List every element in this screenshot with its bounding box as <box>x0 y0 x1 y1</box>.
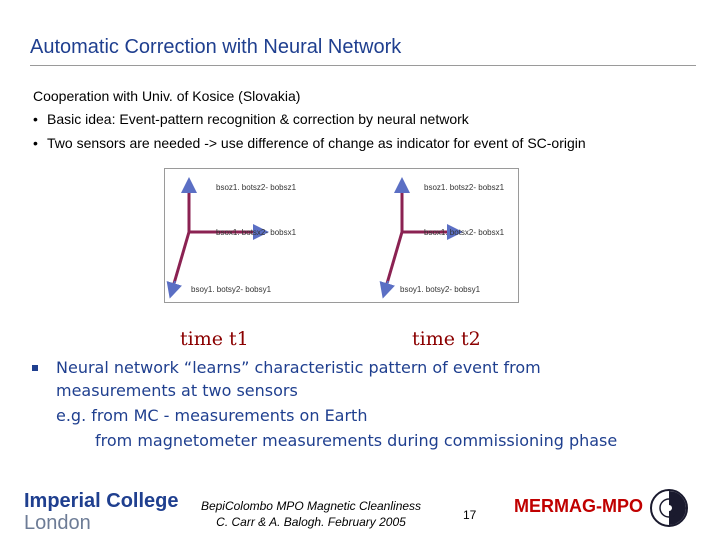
time-label-t1: time t1 <box>180 328 249 350</box>
right-z-label: bsoz1. botsz2- bobsz1 <box>424 183 505 192</box>
left-y-axis <box>171 231 191 288</box>
left-y-label: bsoy1. botsy2- bobsy1 <box>191 285 272 294</box>
nn-line-1: Neural network “learns” characteristic p… <box>56 358 541 377</box>
sensor-axes-figure: bsoz1. botsz2- bobsz1 bsox1. botsx2- bob… <box>164 168 519 303</box>
square-bullet-icon <box>32 365 38 371</box>
mermag-brand: MERMAG-MPO <box>514 496 643 516</box>
logo-line-2: London <box>24 512 91 534</box>
left-z-label: bsoz1. botsz2- bobsz1 <box>216 183 297 192</box>
bullet-glyph: • <box>33 111 38 127</box>
nn-line-3: e.g. from MC - measurements on Earth <box>56 406 368 425</box>
footer-credit: BepiColombo MPO Magnetic Cleanliness C. … <box>195 498 427 530</box>
slide-title: Automatic Correction with Neural Network <box>30 36 402 58</box>
bullet-item-two-sensors: • Two sensors are needed -> use differenc… <box>33 135 586 151</box>
footer-line-2: C. Carr & A. Balogh. February 2005 <box>216 515 406 529</box>
right-y-arrow <box>379 280 395 299</box>
right-axes <box>379 177 463 299</box>
left-axes <box>166 177 269 299</box>
title-divider <box>30 65 696 66</box>
left-x-label: bsox1. botsx2- bobsx1 <box>216 228 297 237</box>
right-x-label: bsox1. botsx2- bobsx1 <box>424 228 505 237</box>
bullet-text: Basic idea: Event-pattern recognition & … <box>47 111 469 127</box>
bullet-glyph: • <box>33 135 38 151</box>
page-number: 17 <box>463 508 477 522</box>
nn-line-4: from magnetometer measurements during co… <box>95 431 618 450</box>
axes-diagram: bsoz1. botsz2- bobsz1 bsox1. botsx2- bob… <box>166 177 505 299</box>
nn-line-2: measurements at two sensors <box>56 381 298 400</box>
logo-line-1: Imperial College <box>24 490 179 512</box>
right-y-label: bsoy1. botsy2- bobsy1 <box>400 285 481 294</box>
footer-line-1: BepiColombo MPO Magnetic Cleanliness <box>200 499 422 513</box>
bullet-text: Two sensors are needed -> use difference… <box>47 135 586 151</box>
right-y-axis <box>384 231 404 288</box>
time-label-t2: time t2 <box>412 328 481 350</box>
bullet-item-basic-idea: • Basic idea: Event-pattern recognition &… <box>33 111 469 127</box>
cooperation-heading: Cooperation with Univ. of Kosice (Slovak… <box>33 88 301 104</box>
imperial-college-logo: Imperial College London <box>24 490 179 534</box>
left-y-arrow <box>166 280 182 299</box>
mermag-logo-icon <box>650 489 688 527</box>
